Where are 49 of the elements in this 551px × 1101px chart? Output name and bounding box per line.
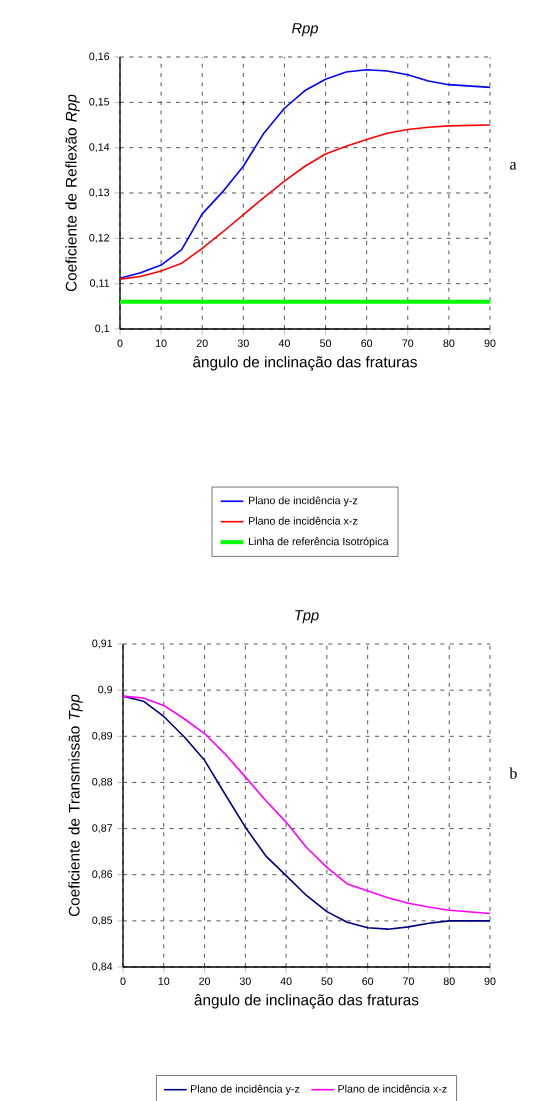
x-tick-label: 80 xyxy=(443,339,455,347)
y-tick-label: 0,12 xyxy=(89,233,110,243)
x-tick-label: 30 xyxy=(239,977,251,985)
y-tick-label: 0,86 xyxy=(92,870,113,880)
legend-label: Plano de incidência y-z xyxy=(191,1084,300,1095)
y-tick-label: 0,91 xyxy=(92,639,113,649)
y-tick-label: 0,1 xyxy=(95,324,110,334)
x-tick-label: 50 xyxy=(321,977,333,985)
x-tick-label: 0 xyxy=(120,977,126,985)
x-tick-label: 0 xyxy=(117,339,123,347)
chart-title: Rpp xyxy=(292,23,318,37)
x-tick-label: 90 xyxy=(484,977,496,985)
x-tick-label: 90 xyxy=(484,339,496,347)
x-tick-label: 40 xyxy=(280,977,292,985)
x-axis-title: ângulo de inclinação das fraturas xyxy=(194,994,419,1009)
y-tick-label: 0,16 xyxy=(89,52,110,62)
legend-label: Plano de incidência x-z xyxy=(338,1084,447,1093)
x-tick-label: 20 xyxy=(196,339,208,347)
text: a xyxy=(510,161,517,170)
y-tick-label: 0,87 xyxy=(92,824,113,833)
y-tick-label: 0,14 xyxy=(89,143,110,153)
y-axis-title: Coeficiente de Transmissão Tpp xyxy=(68,694,83,917)
y-tick-label: 0,88 xyxy=(92,778,113,787)
y-tick-label: 0,13 xyxy=(89,188,110,198)
x-tick-label: 50 xyxy=(320,339,332,347)
legend-label: Plano de incidência x-z xyxy=(248,516,358,525)
y-axis-title: Coeficiente de Reflexão Rpp xyxy=(65,94,80,292)
x-tick-label: 70 xyxy=(402,339,414,347)
y-tick-label: 0,84 xyxy=(92,962,113,972)
y-tick-label: 0,11 xyxy=(90,279,110,289)
legend-label: Linha de referência Isotrópica xyxy=(248,537,389,548)
x-tick-label: 80 xyxy=(443,977,455,985)
y-tick-label: 0,15 xyxy=(89,97,110,107)
y-tick-label: 0,89 xyxy=(92,731,113,741)
x-tick-label: 60 xyxy=(362,977,374,985)
y-tick-label: 0,85 xyxy=(92,916,113,926)
x-tick-label: 30 xyxy=(237,339,249,347)
text: b xyxy=(509,767,517,779)
y-tick-label: 0,9 xyxy=(98,685,113,695)
legend-label: Plano de incidência y-z xyxy=(248,496,358,507)
chart-title: Tpp xyxy=(295,610,319,624)
x-tick-label: 60 xyxy=(361,339,373,347)
x-tick-label: 40 xyxy=(278,339,290,347)
x-tick-label: 10 xyxy=(158,977,170,985)
x-tick-label: 10 xyxy=(155,339,167,347)
x-tick-label: 20 xyxy=(199,977,211,985)
x-axis-title: ângulo de inclinação das fraturas xyxy=(193,356,417,371)
line-series xyxy=(119,68,491,280)
x-tick-label: 70 xyxy=(403,977,414,985)
